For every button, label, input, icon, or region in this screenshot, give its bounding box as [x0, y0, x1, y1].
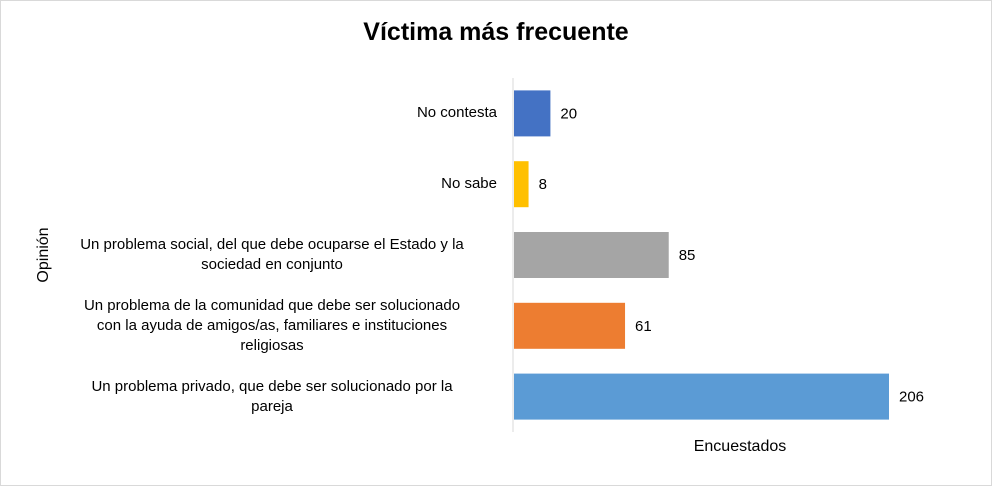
category-label-line: Un problema de la comunidad que debe ser… [83, 296, 461, 314]
category-label-2: Un problema social, del que debe ocupars… [47, 235, 497, 275]
category-label-line: sociedad en conjunto [201, 256, 343, 273]
category-label-line: con la ayuda de amigos/as, familiares e … [96, 316, 448, 334]
category-label-line: religiosas [240, 336, 304, 354]
data-label-0: 20 [560, 105, 577, 122]
category-label-line: Un problema social, del que debe ocupars… [80, 236, 464, 253]
bar-0 [514, 90, 551, 137]
data-label-4: 206 [899, 389, 924, 406]
category-label-1: No sabe [47, 174, 497, 194]
bar-3 [514, 302, 626, 349]
category-label-3: Un problema de la comunidad que debe ser… [47, 296, 497, 356]
data-label-2: 85 [679, 247, 696, 264]
data-label-1: 8 [539, 176, 547, 193]
category-label-line: pareja [251, 397, 293, 415]
chart-title: Víctima más frecuente [363, 18, 629, 46]
category-label-line: Un problema privado, que debe ser soluci… [91, 377, 453, 395]
x-axis-label: Encuestados [693, 438, 787, 455]
category-label-0: No contesta [47, 103, 497, 123]
bar-4 [514, 373, 889, 420]
bar-2 [514, 232, 669, 278]
category-label-4: Un problema privado, que debe ser soluci… [47, 377, 497, 417]
category-label-line: No sabe [441, 175, 497, 193]
category-label-line: No contesta [416, 104, 497, 122]
bar-1 [514, 161, 529, 208]
data-label-3: 61 [635, 318, 652, 335]
